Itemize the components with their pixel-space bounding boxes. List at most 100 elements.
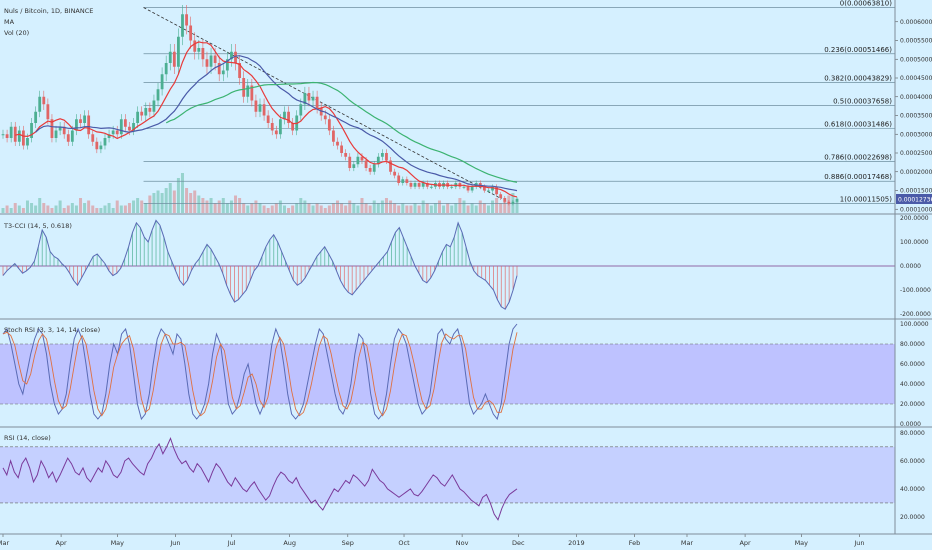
volume-bar [295, 203, 299, 213]
time-tick-label: May [795, 539, 809, 547]
candle-body [356, 156, 360, 165]
volume-bar [446, 203, 450, 213]
volume-bar [58, 200, 62, 213]
cci-tick-label: 200.0000 [900, 215, 929, 222]
volume-bar [172, 190, 176, 213]
volume-bar [340, 203, 344, 213]
candle-body [115, 130, 119, 135]
stoch-tick-label: 0.0000 [900, 421, 921, 428]
volume-bar [38, 198, 42, 213]
volume-bar [17, 205, 21, 213]
candle-body [340, 145, 343, 153]
candle-body [344, 153, 348, 157]
volume-bar [384, 198, 388, 213]
volume-bar [132, 200, 136, 213]
volume-bar [376, 203, 380, 213]
volume-bar [413, 203, 417, 213]
volume-bar [242, 203, 246, 213]
volume-bar [91, 205, 95, 213]
candle-body [332, 130, 335, 142]
time-axis: Mar Apr May Jun Jul Aug Sep Oct Nov Dec 2019 Feb Mar… [0, 534, 864, 547]
candle-body [491, 186, 494, 191]
stoch-d-line [2, 331, 518, 417]
candle-body [270, 123, 274, 131]
volume-bar [393, 203, 397, 213]
volume-bar [119, 205, 123, 213]
volume-bar [74, 205, 78, 213]
volume-bar [482, 203, 486, 213]
candle-body [368, 168, 372, 172]
volume-bar [13, 203, 17, 213]
volume-bar [66, 205, 70, 213]
stoch-k-line [2, 323, 518, 421]
candle-body [487, 190, 490, 192]
volume-bar [234, 195, 238, 213]
time-tick-label: Jul [227, 539, 236, 547]
volume-bar [315, 203, 319, 213]
volume-bar [389, 200, 393, 213]
volume-bar [46, 205, 50, 213]
volume-bar [478, 200, 482, 213]
candle-body [205, 59, 209, 67]
rsi-band [0, 446, 895, 503]
volume-bar [303, 200, 307, 213]
volume-bar [291, 205, 295, 213]
volume-bar [103, 205, 107, 213]
cci-tick-label: 100.0000 [900, 239, 929, 246]
volume-bar [470, 203, 474, 213]
candle-body [515, 198, 519, 202]
fib-level-label: 0(0.00063810) [840, 0, 892, 7]
time-tick-label: Aug [283, 539, 296, 547]
volume-bar [282, 205, 286, 213]
ma-slow-line [165, 81, 518, 183]
volume-bar [148, 195, 152, 213]
candle-body [425, 183, 429, 187]
volume-bar [442, 205, 446, 213]
candle-body [385, 153, 388, 161]
volume-bar [299, 198, 303, 213]
volume-bar [458, 198, 462, 213]
volume-bar [42, 203, 46, 213]
candle-body [327, 119, 331, 131]
volume-bar [397, 205, 401, 213]
volume-bar [5, 205, 9, 213]
volume-bar [99, 208, 103, 213]
volume-bar [429, 205, 433, 213]
fib-level-label: 0.886(0.00017468) [824, 173, 892, 181]
candle-body [417, 183, 421, 187]
volume-bar [193, 190, 197, 213]
volume-bar [238, 198, 242, 213]
candle-body [254, 100, 258, 112]
volume-bar [499, 203, 503, 213]
candle-body [189, 25, 193, 41]
candle-body [201, 48, 205, 60]
candle-body [164, 63, 168, 75]
time-tick-label: Mar [681, 539, 694, 547]
rsi-tick-label: 20.0000 [900, 514, 925, 521]
candle-body [34, 111, 38, 123]
volume-bar [30, 203, 34, 213]
candle-body [266, 115, 270, 123]
volume-bar [62, 208, 66, 213]
volume-bar [152, 193, 156, 213]
candle-body [1, 134, 5, 136]
candle-body [462, 186, 466, 188]
candle-body [429, 186, 433, 188]
candle-body [209, 55, 213, 67]
candle-body [389, 160, 392, 172]
candle-body [511, 201, 515, 204]
volume-bar [144, 203, 148, 213]
candle-body [181, 14, 184, 37]
time-tick-label: Sep [342, 539, 354, 547]
volume-bar [87, 200, 91, 213]
candle-body [234, 51, 237, 63]
candle-body [303, 93, 307, 105]
volume-bar [287, 208, 291, 213]
volume-bar [229, 200, 233, 213]
candle-body [193, 40, 197, 52]
candle-body [450, 186, 454, 188]
volume-bar [352, 203, 356, 213]
candle-body [50, 119, 54, 138]
